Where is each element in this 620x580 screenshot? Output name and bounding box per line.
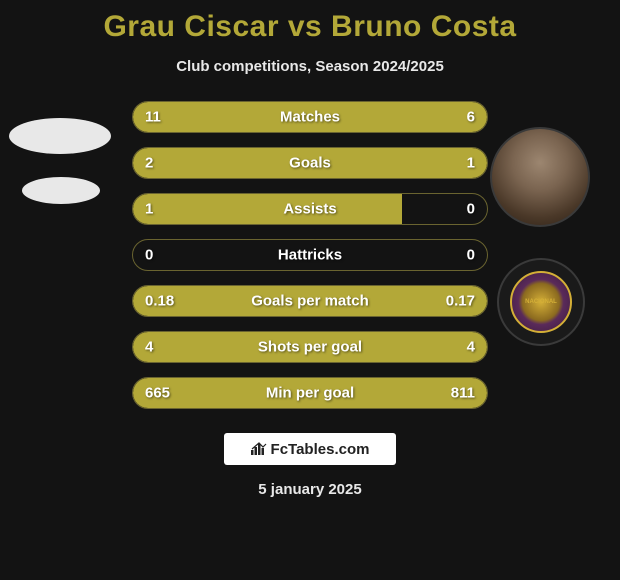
stat-value-right: 1: [467, 155, 475, 172]
stat-label: Min per goal: [266, 385, 354, 402]
stat-value-right: 0: [467, 247, 475, 264]
stat-value-right: 4: [467, 339, 475, 356]
stat-row: 665 811 Min per goal: [132, 377, 488, 409]
stat-label: Goals per match: [251, 293, 369, 310]
footer-logo-text: FcTables.com: [271, 441, 370, 458]
stat-label: Goals: [289, 155, 331, 172]
footer-date: 5 january 2025: [0, 481, 620, 498]
stat-fill-left: [133, 194, 402, 224]
stat-row: 1 0 Assists: [132, 193, 488, 225]
stat-value-left: 4: [145, 339, 153, 356]
stat-fill-left: [133, 148, 367, 178]
player-left-avatar-placeholder: [9, 118, 111, 154]
stat-value-right: 811: [451, 385, 475, 402]
club-badge-inner: NACIONAL: [510, 271, 572, 333]
stat-label: Shots per goal: [258, 339, 362, 356]
footer-logo: FcTables.com: [224, 433, 396, 465]
page-subtitle: Club competitions, Season 2024/2025: [0, 58, 620, 75]
stat-label: Hattricks: [278, 247, 342, 264]
stat-value-right: 0: [467, 201, 475, 218]
infographic-container: Grau Ciscar vs Bruno Costa Club competit…: [0, 0, 620, 580]
stat-value-left: 1: [145, 201, 153, 218]
stat-value-left: 11: [145, 109, 161, 126]
stat-row: 11 6 Matches: [132, 101, 488, 133]
stat-value-left: 2: [145, 155, 153, 172]
chart-icon: [251, 441, 267, 458]
stat-row: 2 1 Goals: [132, 147, 488, 179]
stat-value-left: 0: [145, 247, 153, 264]
club-left-badge-placeholder: [22, 177, 100, 204]
player-right-avatar: [490, 127, 590, 227]
club-right-badge: NACIONAL: [497, 258, 585, 346]
stat-value-left: 0.18: [145, 293, 174, 310]
stat-row: 4 4 Shots per goal: [132, 331, 488, 363]
stat-row: 0.18 0.17 Goals per match: [132, 285, 488, 317]
stat-value-right: 6: [467, 109, 475, 126]
stat-label: Matches: [280, 109, 340, 126]
club-badge-text: NACIONAL: [525, 299, 557, 305]
page-title: Grau Ciscar vs Bruno Costa: [0, 10, 620, 44]
stat-value-left: 665: [145, 385, 170, 402]
stat-row: 0 0 Hattricks: [132, 239, 488, 271]
stat-value-right: 0.17: [446, 293, 475, 310]
stat-label: Assists: [283, 201, 336, 218]
